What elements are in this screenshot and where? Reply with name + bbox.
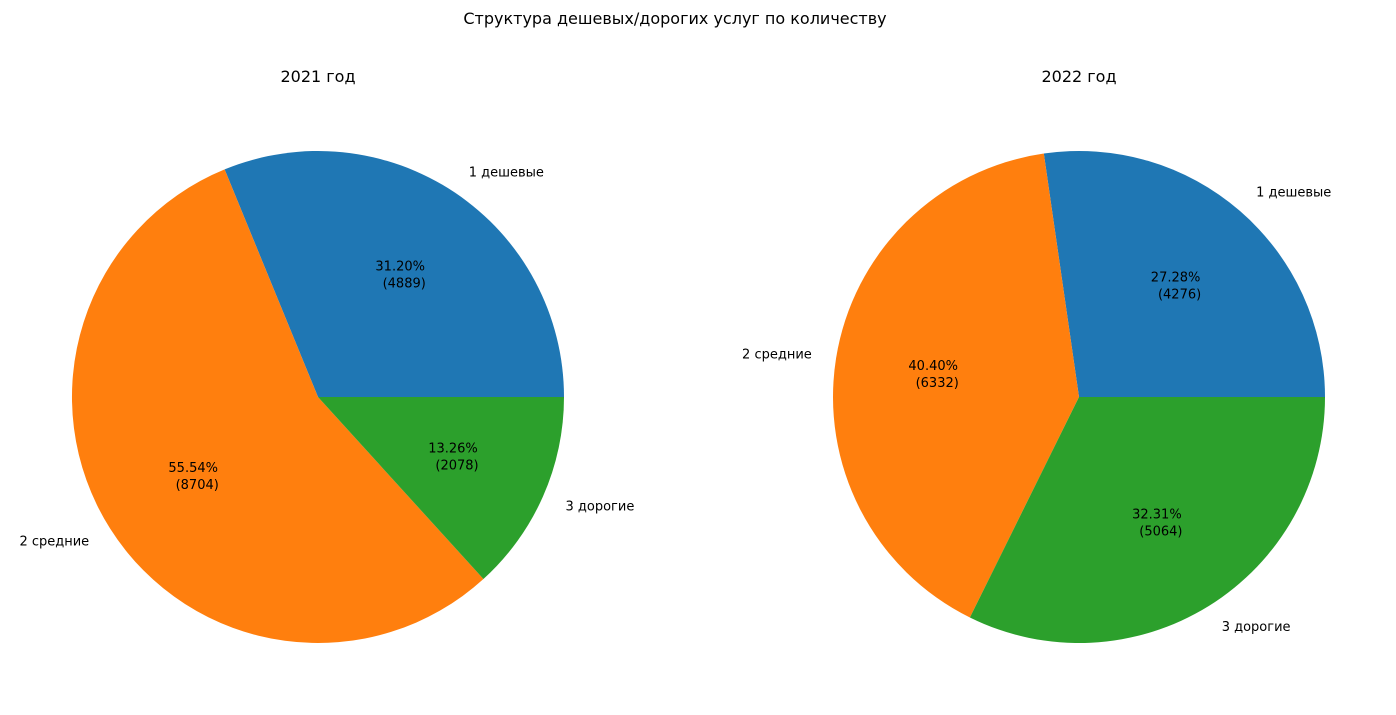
slice-percent-label: 55.54% xyxy=(168,461,218,476)
slice-count-label: (8704) xyxy=(176,478,219,493)
figure-title: Структура дешевых/дорогих услуг по колич… xyxy=(463,9,886,28)
chart-title: 2021 год xyxy=(280,67,355,86)
slice-category-label: 1 дешевые xyxy=(1256,185,1331,200)
slice-percent-label: 40.40% xyxy=(908,359,958,374)
slice-percent-label: 32.31% xyxy=(1132,507,1182,522)
slice-category-label: 2 средние xyxy=(742,347,812,362)
chart-title: 2022 год xyxy=(1041,67,1116,86)
pie-slice-3 xyxy=(318,397,564,580)
pie-chart-1: 2021 год 31.20% (4889) 1 дешевые 55.54% (8704… xyxy=(19,67,635,644)
slice-count-label: (2078) xyxy=(435,459,478,474)
pie-slice-2 xyxy=(832,153,1079,618)
pie-slice-1 xyxy=(224,151,565,397)
pie-slice-1 xyxy=(1043,151,1325,397)
pie-slice-3 xyxy=(969,397,1325,644)
slice-count-label: (4276) xyxy=(1158,287,1201,302)
slice-count-label: (4889) xyxy=(383,276,426,291)
pie-chart-2: 2022 год 27.28% (4276) 1 дешевые 40.40% (6332… xyxy=(742,67,1331,644)
slice-count-label: (5064) xyxy=(1139,524,1182,539)
slice-percent-label: 13.26% xyxy=(428,442,478,457)
pie-slice-2 xyxy=(71,169,484,644)
slice-percent-label: 27.28% xyxy=(1151,270,1201,285)
slice-category-label: 3 дорогие xyxy=(566,500,635,515)
slice-category-label: 2 средние xyxy=(19,535,89,550)
slice-count-label: (6332) xyxy=(916,376,959,391)
slice-category-label: 1 дешевые xyxy=(469,165,544,180)
slice-percent-label: 31.20% xyxy=(375,259,425,274)
slice-category-label: 3 дорогие xyxy=(1222,620,1291,635)
